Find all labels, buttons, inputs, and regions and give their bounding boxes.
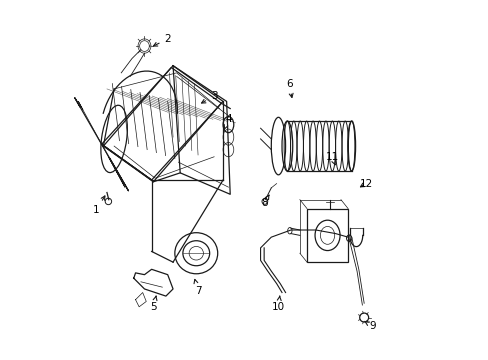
- Text: 3: 3: [201, 91, 217, 103]
- Text: 7: 7: [194, 279, 201, 296]
- Text: 1: 1: [93, 196, 105, 215]
- Bar: [306, 208, 347, 262]
- Text: 2: 2: [153, 34, 171, 46]
- Text: 8: 8: [260, 195, 268, 208]
- Text: 4: 4: [224, 114, 231, 130]
- Text: 12: 12: [359, 179, 372, 189]
- Text: 10: 10: [271, 296, 285, 312]
- Text: 9: 9: [364, 321, 376, 332]
- Text: 5: 5: [150, 296, 157, 312]
- Text: 11: 11: [325, 152, 338, 165]
- Text: 6: 6: [285, 78, 292, 98]
